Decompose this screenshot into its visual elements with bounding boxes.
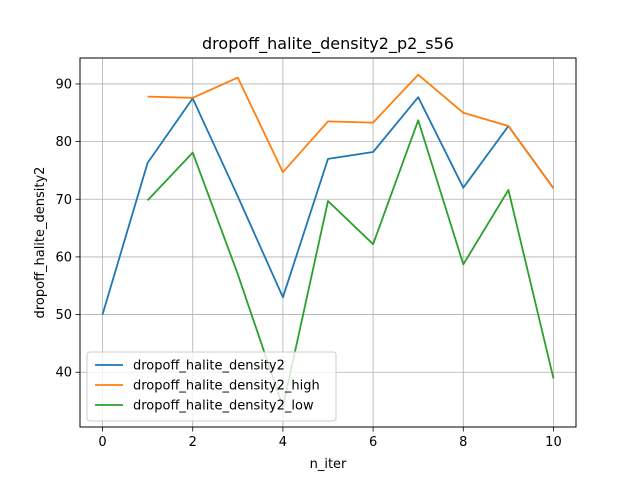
- series-line-3: [146, 119, 555, 408]
- x-tick-label: 0: [98, 435, 106, 450]
- chart-title: dropoff_halite_density2_p2_s56: [202, 34, 454, 54]
- legend-entry: dropoff_halite_density2: [133, 359, 285, 374]
- series-line-2: [147, 73, 555, 189]
- y-axis-label: dropoff_halite_density2: [33, 167, 48, 319]
- x-tick-label: 8: [459, 435, 467, 450]
- series-lines: [101, 73, 555, 408]
- x-tick-label: 6: [369, 435, 377, 450]
- axis-ticks: 0 2 4 6 8 10 40 50 60 70 80 90: [55, 77, 561, 450]
- series-line-1: [101, 96, 555, 315]
- legend-box: [86, 351, 337, 422]
- plot-frame: [79, 57, 577, 428]
- y-tick-label: 50: [55, 308, 72, 323]
- legend: dropoff_halite_density2 dropoff_halite_de…: [86, 351, 337, 422]
- legend-entry: dropoff_halite_density2_low: [133, 399, 314, 414]
- legend-entry: dropoff_halite_density2_high: [133, 379, 320, 394]
- x-tick-label: 2: [189, 435, 197, 450]
- y-tick-label: 90: [55, 77, 72, 92]
- x-tick-label: 4: [279, 435, 287, 450]
- x-tick-label: 10: [545, 435, 562, 450]
- y-tick-label: 40: [55, 366, 72, 381]
- y-tick-label: 70: [55, 193, 72, 208]
- y-tick-label: 60: [55, 250, 72, 265]
- x-axis-label: n_iter: [310, 457, 347, 472]
- y-tick-label: 80: [55, 135, 72, 150]
